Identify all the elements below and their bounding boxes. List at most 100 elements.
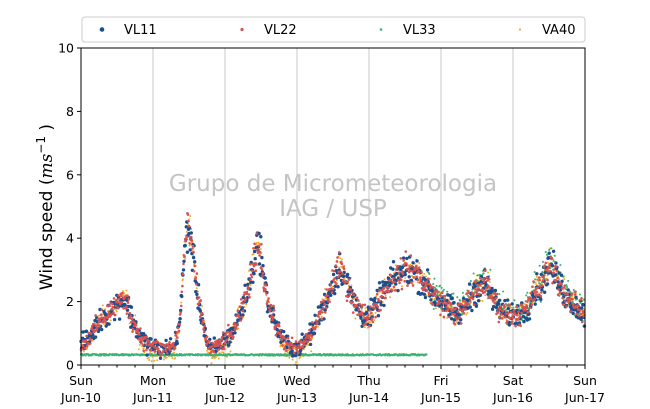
point-vl22	[281, 344, 284, 347]
point-vl11	[489, 289, 494, 293]
point-vl22	[126, 301, 130, 304]
point-vl22	[302, 343, 306, 347]
point-vl22	[425, 288, 428, 292]
point-vl22	[210, 345, 214, 348]
point-vl22	[454, 307, 457, 311]
point-va40	[321, 298, 324, 301]
point-vl22	[232, 335, 235, 339]
point-va40	[451, 306, 454, 309]
point-vl33	[529, 301, 532, 304]
point-vl22	[202, 330, 206, 334]
point-vl22	[291, 346, 295, 350]
point-vl22	[503, 306, 506, 309]
point-vl22	[199, 315, 202, 319]
point-vl22	[258, 250, 262, 254]
point-va40	[236, 308, 239, 311]
point-vl22	[339, 270, 342, 273]
point-vl11	[112, 317, 117, 322]
point-vl22	[190, 235, 193, 239]
point-vl22	[107, 311, 111, 314]
point-vl22	[461, 299, 465, 302]
point-va40	[338, 266, 341, 269]
point-vl22	[443, 298, 446, 302]
point-vl22	[440, 291, 444, 295]
point-vl22	[309, 338, 312, 342]
point-vl33	[548, 248, 551, 251]
point-va40	[165, 356, 168, 359]
point-vl11	[145, 353, 149, 357]
point-vl22	[462, 307, 465, 311]
point-vl22	[129, 314, 133, 318]
point-vl22	[338, 274, 342, 277]
point-vl22	[358, 303, 362, 306]
x-tick-day-0: Sun	[69, 373, 93, 388]
point-va40	[226, 355, 229, 358]
point-va40	[291, 358, 294, 361]
x-tick-day-7: Sun	[573, 373, 597, 388]
point-va40	[156, 359, 159, 362]
point-vl22	[219, 340, 222, 344]
point-vl11	[382, 303, 386, 308]
point-vl11	[195, 292, 199, 297]
point-vl22	[548, 263, 551, 266]
point-vl11	[473, 284, 477, 288]
point-vl22	[472, 292, 475, 296]
point-vl11	[257, 262, 262, 266]
point-vl22	[447, 307, 450, 310]
point-vl11	[429, 298, 433, 302]
legend-label-va40: VA40	[542, 23, 576, 38]
y-tick-label-1: 2	[66, 294, 74, 309]
point-vl22	[565, 297, 569, 301]
point-vl22	[396, 264, 400, 268]
point-vl22	[341, 272, 344, 276]
point-vl22	[99, 313, 103, 317]
point-vl22	[545, 267, 549, 271]
point-vl22	[429, 284, 433, 288]
point-vl22	[173, 347, 177, 350]
point-vl11	[425, 268, 430, 272]
point-vl33	[476, 274, 480, 277]
point-vl22	[159, 354, 162, 358]
legend-label-vl33: VL33	[403, 23, 436, 38]
point-vl11	[566, 288, 570, 292]
point-va40	[340, 265, 343, 268]
point-vl22	[176, 336, 179, 339]
point-vl22	[335, 260, 339, 263]
point-vl11	[330, 280, 334, 284]
point-vl22	[347, 278, 351, 281]
point-vl11	[246, 282, 250, 287]
point-vl11	[551, 249, 556, 253]
point-va40	[103, 322, 105, 325]
point-va40	[384, 294, 387, 297]
point-va40	[195, 287, 198, 290]
point-vl22	[468, 300, 472, 303]
point-vl22	[269, 303, 273, 307]
point-vl22	[310, 335, 314, 338]
point-vl22	[421, 288, 425, 292]
point-vl22	[561, 296, 564, 300]
point-vl11	[582, 324, 587, 328]
point-vl22	[557, 288, 560, 291]
x-tick-date-1: Jun-11	[132, 390, 173, 405]
point-vl22	[120, 294, 123, 298]
point-vl11	[409, 278, 414, 283]
point-vl33	[569, 290, 572, 293]
point-vl11	[403, 272, 407, 277]
point-vl22	[399, 257, 403, 260]
point-va40	[425, 294, 428, 297]
point-vl22	[525, 304, 529, 307]
point-vl22	[465, 292, 469, 295]
point-vl22	[273, 327, 277, 331]
point-vl22	[271, 316, 275, 320]
point-vl11	[559, 273, 564, 277]
point-va40	[122, 290, 124, 293]
point-vl22	[293, 351, 296, 355]
point-vl11	[125, 308, 130, 312]
point-vl22	[442, 301, 445, 305]
point-va40	[286, 351, 289, 354]
point-vl11	[184, 225, 188, 229]
point-vl11	[470, 308, 474, 313]
point-vl22	[261, 274, 264, 278]
point-vl33	[536, 298, 540, 301]
point-vl22	[448, 315, 451, 319]
